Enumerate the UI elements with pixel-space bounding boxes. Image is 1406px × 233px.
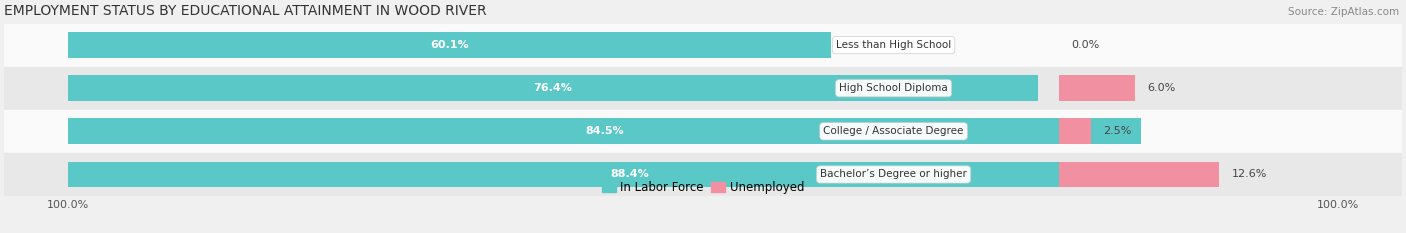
Text: 84.5%: 84.5% (585, 126, 624, 136)
Bar (1059, 75, 1135, 101)
Bar (1059, 118, 1091, 144)
Text: 60.1%: 60.1% (430, 40, 468, 50)
Text: 2.5%: 2.5% (1104, 126, 1132, 136)
Bar (67, 161, 1191, 187)
Text: 12.6%: 12.6% (1232, 169, 1267, 179)
Bar (67, 32, 831, 58)
Bar (67, 75, 1039, 101)
Text: 88.4%: 88.4% (610, 169, 648, 179)
Legend: In Labor Force, Unemployed: In Labor Force, Unemployed (598, 176, 808, 199)
Bar (4, 110, 1402, 153)
Bar (4, 24, 1402, 67)
Bar (4, 67, 1402, 110)
Text: Less than High School: Less than High School (837, 40, 952, 50)
Bar (67, 118, 1142, 144)
Text: Source: ZipAtlas.com: Source: ZipAtlas.com (1288, 7, 1399, 17)
Text: EMPLOYMENT STATUS BY EDUCATIONAL ATTAINMENT IN WOOD RIVER: EMPLOYMENT STATUS BY EDUCATIONAL ATTAINM… (4, 4, 486, 18)
Text: College / Associate Degree: College / Associate Degree (824, 126, 963, 136)
Text: 76.4%: 76.4% (534, 83, 572, 93)
Text: 6.0%: 6.0% (1147, 83, 1175, 93)
Bar (4, 153, 1402, 196)
Text: High School Diploma: High School Diploma (839, 83, 948, 93)
Text: 0.0%: 0.0% (1071, 40, 1099, 50)
Text: Bachelor’s Degree or higher: Bachelor’s Degree or higher (820, 169, 967, 179)
Bar (1059, 161, 1219, 187)
